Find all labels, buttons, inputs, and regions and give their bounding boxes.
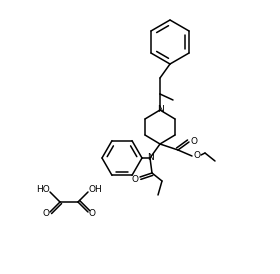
Text: O: O <box>193 150 200 159</box>
Text: O: O <box>88 210 95 218</box>
Text: N: N <box>147 153 153 162</box>
Text: O: O <box>190 136 197 145</box>
Text: O: O <box>132 175 139 184</box>
Text: O: O <box>43 210 50 218</box>
Text: OH: OH <box>88 185 102 195</box>
Text: HO: HO <box>36 185 50 195</box>
Text: N: N <box>157 105 163 115</box>
